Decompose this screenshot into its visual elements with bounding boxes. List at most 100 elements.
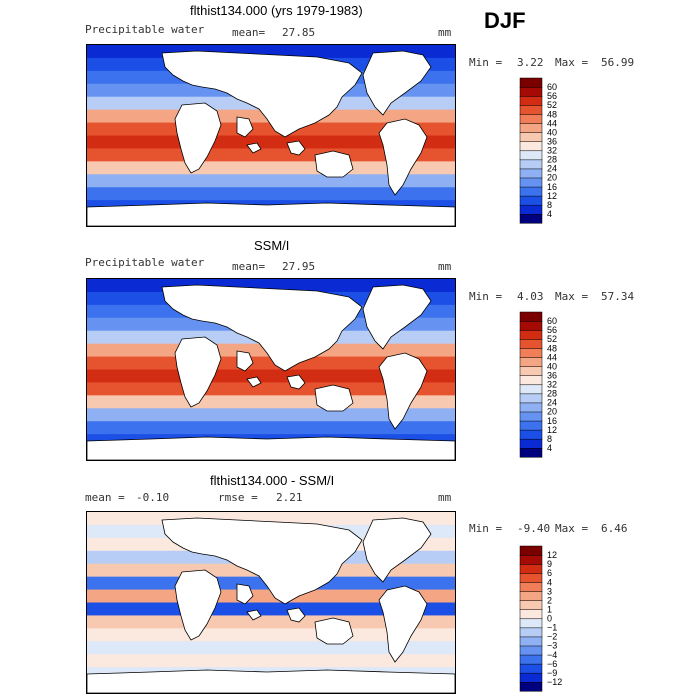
colorbar-segment bbox=[519, 132, 543, 142]
colorbar-segment bbox=[519, 572, 543, 583]
colorbar-segment bbox=[519, 357, 543, 367]
colorbar-segment bbox=[519, 654, 543, 665]
colorbar-segment bbox=[519, 329, 543, 340]
colorbar-tick-label: 52 bbox=[547, 334, 557, 344]
colorbar-segment bbox=[519, 186, 543, 197]
colorbar-tick-label: 52 bbox=[547, 100, 557, 110]
mean-value: 27.95 bbox=[282, 260, 316, 273]
colorbar-tick-label: 8 bbox=[547, 434, 552, 444]
colorbar: 4 8 12 16 20 24 28 32 36 40 44 48 52 56 60 bbox=[519, 311, 557, 458]
colorbar-segment bbox=[519, 636, 543, 647]
colorbar-segment bbox=[519, 429, 543, 440]
colorbar-segment bbox=[519, 402, 543, 413]
continent-outline bbox=[378, 118, 428, 196]
colorbar-segment bbox=[519, 609, 543, 620]
colorbar-tick-label: 16 bbox=[547, 182, 557, 192]
colorbar-segment bbox=[519, 618, 543, 629]
colorbar-tick-label: 20 bbox=[547, 173, 557, 183]
colorbar-segment bbox=[519, 627, 543, 638]
colorbar: 4 8 12 16 20 24 28 32 36 40 44 48 52 56 60 bbox=[519, 77, 557, 224]
field-band bbox=[87, 382, 455, 396]
max-label: Max = bbox=[555, 522, 589, 535]
colorbar-segment bbox=[519, 338, 543, 349]
min-value: -9.40 bbox=[517, 522, 551, 535]
continent-outline bbox=[87, 436, 455, 460]
colorbar-tick-label: −2 bbox=[547, 632, 557, 642]
colorbar-tick-label: 28 bbox=[547, 155, 557, 165]
continent-outline bbox=[314, 150, 354, 178]
rmse-value: 2.21 bbox=[276, 491, 303, 504]
continent-outline bbox=[362, 50, 432, 116]
colorbar-tick-label: 6 bbox=[547, 568, 552, 578]
colorbar-segment bbox=[519, 150, 543, 161]
map-svg bbox=[87, 512, 455, 693]
colorbar-segment bbox=[519, 123, 543, 133]
max-label: Max = bbox=[555, 290, 589, 303]
continent-outline bbox=[161, 50, 363, 138]
colorbar-tick-label: 32 bbox=[547, 380, 557, 390]
colorbar-segment bbox=[519, 195, 543, 206]
field-band bbox=[87, 421, 455, 435]
colorbar-tick-label: 40 bbox=[547, 361, 557, 371]
colorbar-segment bbox=[519, 393, 543, 404]
continent-outline bbox=[87, 202, 455, 226]
field-band bbox=[87, 615, 455, 629]
units-label: mm bbox=[438, 260, 452, 273]
colorbar-tick-label: 32 bbox=[547, 146, 557, 156]
field-band bbox=[87, 161, 455, 175]
continent-outline bbox=[236, 350, 254, 372]
colorbar-segment bbox=[519, 645, 543, 656]
colorbar-tick-label: 4 bbox=[547, 577, 552, 587]
colorbar-segment bbox=[519, 447, 543, 458]
continent-outline bbox=[236, 583, 254, 605]
colorbar-segment bbox=[519, 141, 543, 152]
mean-value: 27.85 bbox=[282, 26, 316, 39]
panel-title: flthist134.000 (yrs 1979-1983) bbox=[190, 3, 363, 18]
min-label: Min = bbox=[469, 290, 503, 303]
map-svg bbox=[87, 279, 455, 460]
colorbar-tick-label: 56 bbox=[547, 325, 557, 335]
continent-outline bbox=[378, 352, 428, 430]
colorbar-segment bbox=[519, 681, 543, 692]
colorbar: −12 −9 −6 −4 −3 −2 −1 0 1 2 3 4 6 9 12 bbox=[519, 545, 562, 692]
field-band bbox=[87, 148, 455, 162]
colorbar-tick-label: 12 bbox=[547, 550, 557, 560]
panel-title: SSM/I bbox=[254, 238, 290, 253]
max-label: Max = bbox=[555, 56, 589, 69]
continent-outline bbox=[161, 517, 363, 605]
colorbar-tick-label: 4 bbox=[547, 209, 552, 219]
continent-outline bbox=[174, 569, 222, 641]
colorbar-segment bbox=[519, 375, 543, 386]
field-band bbox=[87, 408, 455, 422]
colorbar-segment bbox=[519, 554, 543, 565]
colorbar-segment bbox=[519, 177, 543, 188]
continent-outline bbox=[286, 374, 306, 390]
colorbar-tick-label: 9 bbox=[547, 559, 552, 569]
colorbar-segment bbox=[519, 114, 543, 124]
colorbar-tick-label: 0 bbox=[547, 614, 552, 624]
mean-label: mean= bbox=[232, 260, 266, 273]
colorbar-tick-label: 2 bbox=[547, 595, 552, 605]
colorbar-tick-label: 20 bbox=[547, 407, 557, 417]
colorbar-tick-label: 12 bbox=[547, 191, 557, 201]
colorbar-segment bbox=[519, 86, 543, 97]
mean-label: mean = bbox=[85, 491, 125, 504]
colorbar-tick-label: −4 bbox=[547, 650, 557, 660]
colorbar-segment bbox=[519, 348, 543, 358]
colorbar-tick-label: 60 bbox=[547, 316, 557, 326]
colorbar-segment bbox=[519, 95, 543, 106]
colorbar-tick-label: −6 bbox=[547, 659, 557, 669]
continent-outline bbox=[236, 116, 254, 138]
continent-outline bbox=[246, 609, 262, 621]
field-band bbox=[87, 174, 455, 188]
colorbar-tick-label: 4 bbox=[547, 443, 552, 453]
continent-outline bbox=[246, 142, 262, 154]
colorbar-segment bbox=[519, 563, 543, 574]
colorbar-tick-label: −3 bbox=[547, 641, 557, 651]
rmse-label: rmse = bbox=[218, 491, 258, 504]
colorbar-segment bbox=[519, 411, 543, 422]
continent-outline bbox=[314, 384, 354, 412]
map-plot bbox=[86, 278, 456, 461]
